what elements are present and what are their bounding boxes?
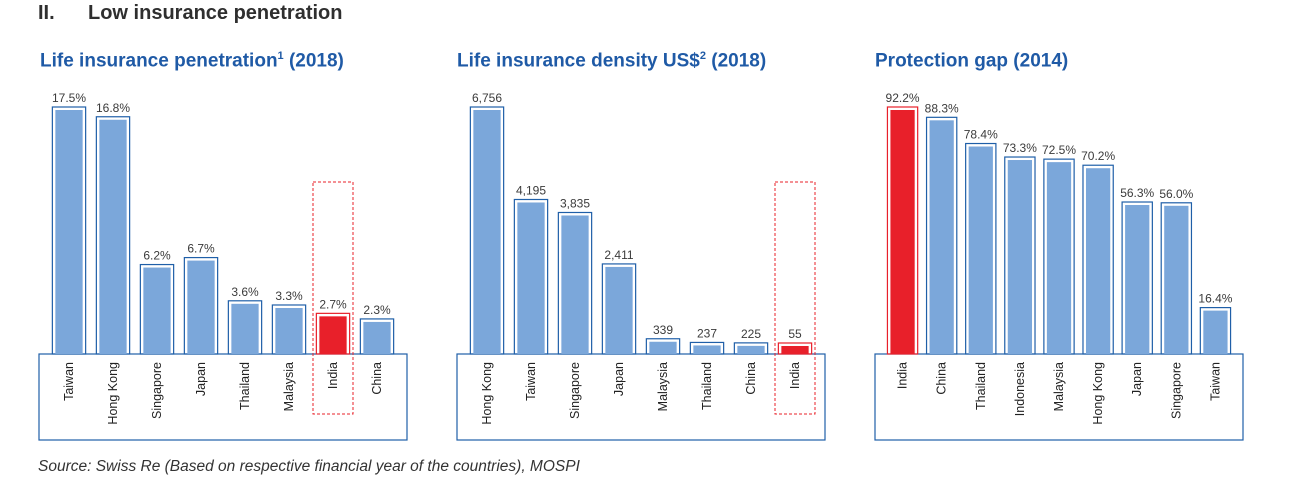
category-label-japan: Japan (194, 362, 208, 396)
category-label-thailand: Thailand (238, 362, 252, 410)
value-label-taiwan: 4,195 (516, 183, 546, 197)
value-label-malaysia: 3.3% (275, 289, 303, 303)
chart-title-year: (2018) (283, 50, 344, 72)
value-label-hong-kong: 6,756 (472, 91, 502, 105)
category-label-japan: Japan (612, 362, 626, 396)
source-note: Source: Swiss Re (Based on respective fi… (38, 458, 580, 475)
category-label-india: India (788, 362, 802, 389)
value-label-japan: 56.3% (1120, 186, 1154, 200)
bar-singapore (561, 215, 589, 354)
bar-japan (187, 260, 215, 354)
category-label-malaysia: Malaysia (1052, 362, 1066, 411)
category-label-singapore: Singapore (150, 362, 164, 419)
category-label-japan: Japan (1130, 362, 1144, 396)
section-heading: II. Low insurance penetration (38, 2, 342, 25)
value-label-indonesia: 73.3% (1003, 141, 1037, 155)
category-label-india: India (896, 362, 910, 389)
bar-japan (1125, 205, 1150, 354)
chart-title-penetration: Life insurance penetration1 (2018) (40, 50, 344, 72)
bar-hong-kong (1085, 168, 1111, 354)
bar-japan (605, 266, 633, 354)
chart-title-text: Life insurance density US$ (457, 50, 700, 72)
bar-thailand (693, 345, 721, 354)
chart-title-year: (2014) (1008, 50, 1069, 72)
value-label-hong-kong: 70.2% (1081, 149, 1115, 163)
value-label-japan: 6.7% (187, 242, 215, 256)
bar-singapore (143, 267, 171, 354)
chart-penetration: 17.5% Taiwan 16.8% Hong Kong 6.2% Singapore 6.… (38, 91, 408, 441)
bar-india (890, 110, 915, 354)
chart-title-year: (2018) (705, 50, 767, 72)
highlight-box-india (312, 181, 354, 415)
chart-title-protection-gap: Protection gap (2014) (875, 50, 1068, 72)
bar-taiwan (517, 202, 545, 354)
category-label-china: China (744, 362, 758, 395)
chart-title-sup: 2 (699, 50, 706, 62)
highlight-box-india (774, 181, 816, 415)
bar-indonesia (1007, 160, 1033, 354)
bar-taiwan (55, 110, 83, 354)
chart-title-text: Life insurance penetration (40, 50, 278, 72)
chart-density: 6,756 Hong Kong 4,195 Taiwan 3,835 Singapore 2… (456, 91, 826, 441)
section-number: II. (38, 2, 55, 24)
bar-malaysia (649, 341, 677, 354)
category-label-singapore: Singapore (1169, 362, 1183, 419)
chart-title-sup: 1 (277, 50, 284, 62)
value-label-india: 92.2% (886, 91, 920, 105)
category-label-singapore: Singapore (568, 362, 582, 419)
category-label-malaysia: Malaysia (656, 362, 670, 411)
value-label-taiwan: 17.5% (52, 91, 86, 105)
bar-china (929, 120, 954, 354)
category-label-hong-kong: Hong Kong (106, 362, 120, 425)
value-label-hong-kong: 16.8% (96, 101, 130, 115)
value-label-india: 2.7% (319, 297, 347, 311)
section-title: Low insurance penetration (88, 2, 343, 24)
value-label-thailand: 78.4% (964, 128, 998, 142)
value-label-malaysia: 72.5% (1042, 143, 1076, 157)
category-label-taiwan: Taiwan (62, 362, 76, 401)
bar-india (319, 316, 347, 354)
bar-thailand (968, 146, 993, 354)
value-label-china: 88.3% (925, 101, 959, 115)
chart-title-text: Protection gap (875, 50, 1009, 72)
category-label-india: India (326, 362, 340, 389)
bar-malaysia (1046, 162, 1072, 354)
value-label-singapore: 3,835 (560, 196, 590, 210)
category-axis-frame (456, 353, 826, 441)
bar-hong-kong (473, 110, 501, 354)
chart-protection-gap: 92.2% India 88.3% China 78.4% Thailand 73.3% In… (874, 91, 1244, 441)
bar-china (737, 345, 765, 354)
category-label-taiwan: Taiwan (524, 362, 538, 401)
category-axis-frame (38, 353, 408, 441)
value-label-india: 55 (788, 327, 802, 341)
value-label-japan: 2,411 (604, 248, 633, 262)
chart-title-density: Life insurance density US$2 (2018) (457, 50, 766, 72)
category-label-malaysia: Malaysia (282, 362, 296, 411)
value-label-singapore: 6.2% (143, 249, 171, 263)
value-label-thailand: 237 (697, 326, 717, 340)
value-label-china: 225 (741, 327, 761, 341)
category-label-indonesia: Indonesia (1013, 362, 1027, 416)
value-label-taiwan: 16.4% (1198, 292, 1232, 306)
value-label-singapore: 56.0% (1159, 187, 1193, 201)
category-label-taiwan: Taiwan (1208, 362, 1222, 401)
category-label-china: China (935, 362, 949, 395)
bar-china (363, 321, 391, 354)
category-label-thailand: Thailand (700, 362, 714, 410)
bar-taiwan (1203, 310, 1228, 354)
bar-singapore (1164, 205, 1189, 354)
value-label-thailand: 3.6% (231, 285, 259, 299)
category-label-hong-kong: Hong Kong (1091, 362, 1105, 425)
value-label-malaysia: 339 (653, 323, 673, 337)
category-label-china: China (370, 362, 384, 395)
bar-malaysia (275, 307, 303, 354)
bar-thailand (231, 303, 259, 354)
category-label-hong-kong: Hong Kong (480, 362, 494, 425)
bar-hong-kong (99, 119, 127, 354)
bar-india (781, 346, 809, 354)
value-label-china: 2.3% (363, 303, 391, 317)
category-label-thailand: Thailand (974, 362, 988, 410)
